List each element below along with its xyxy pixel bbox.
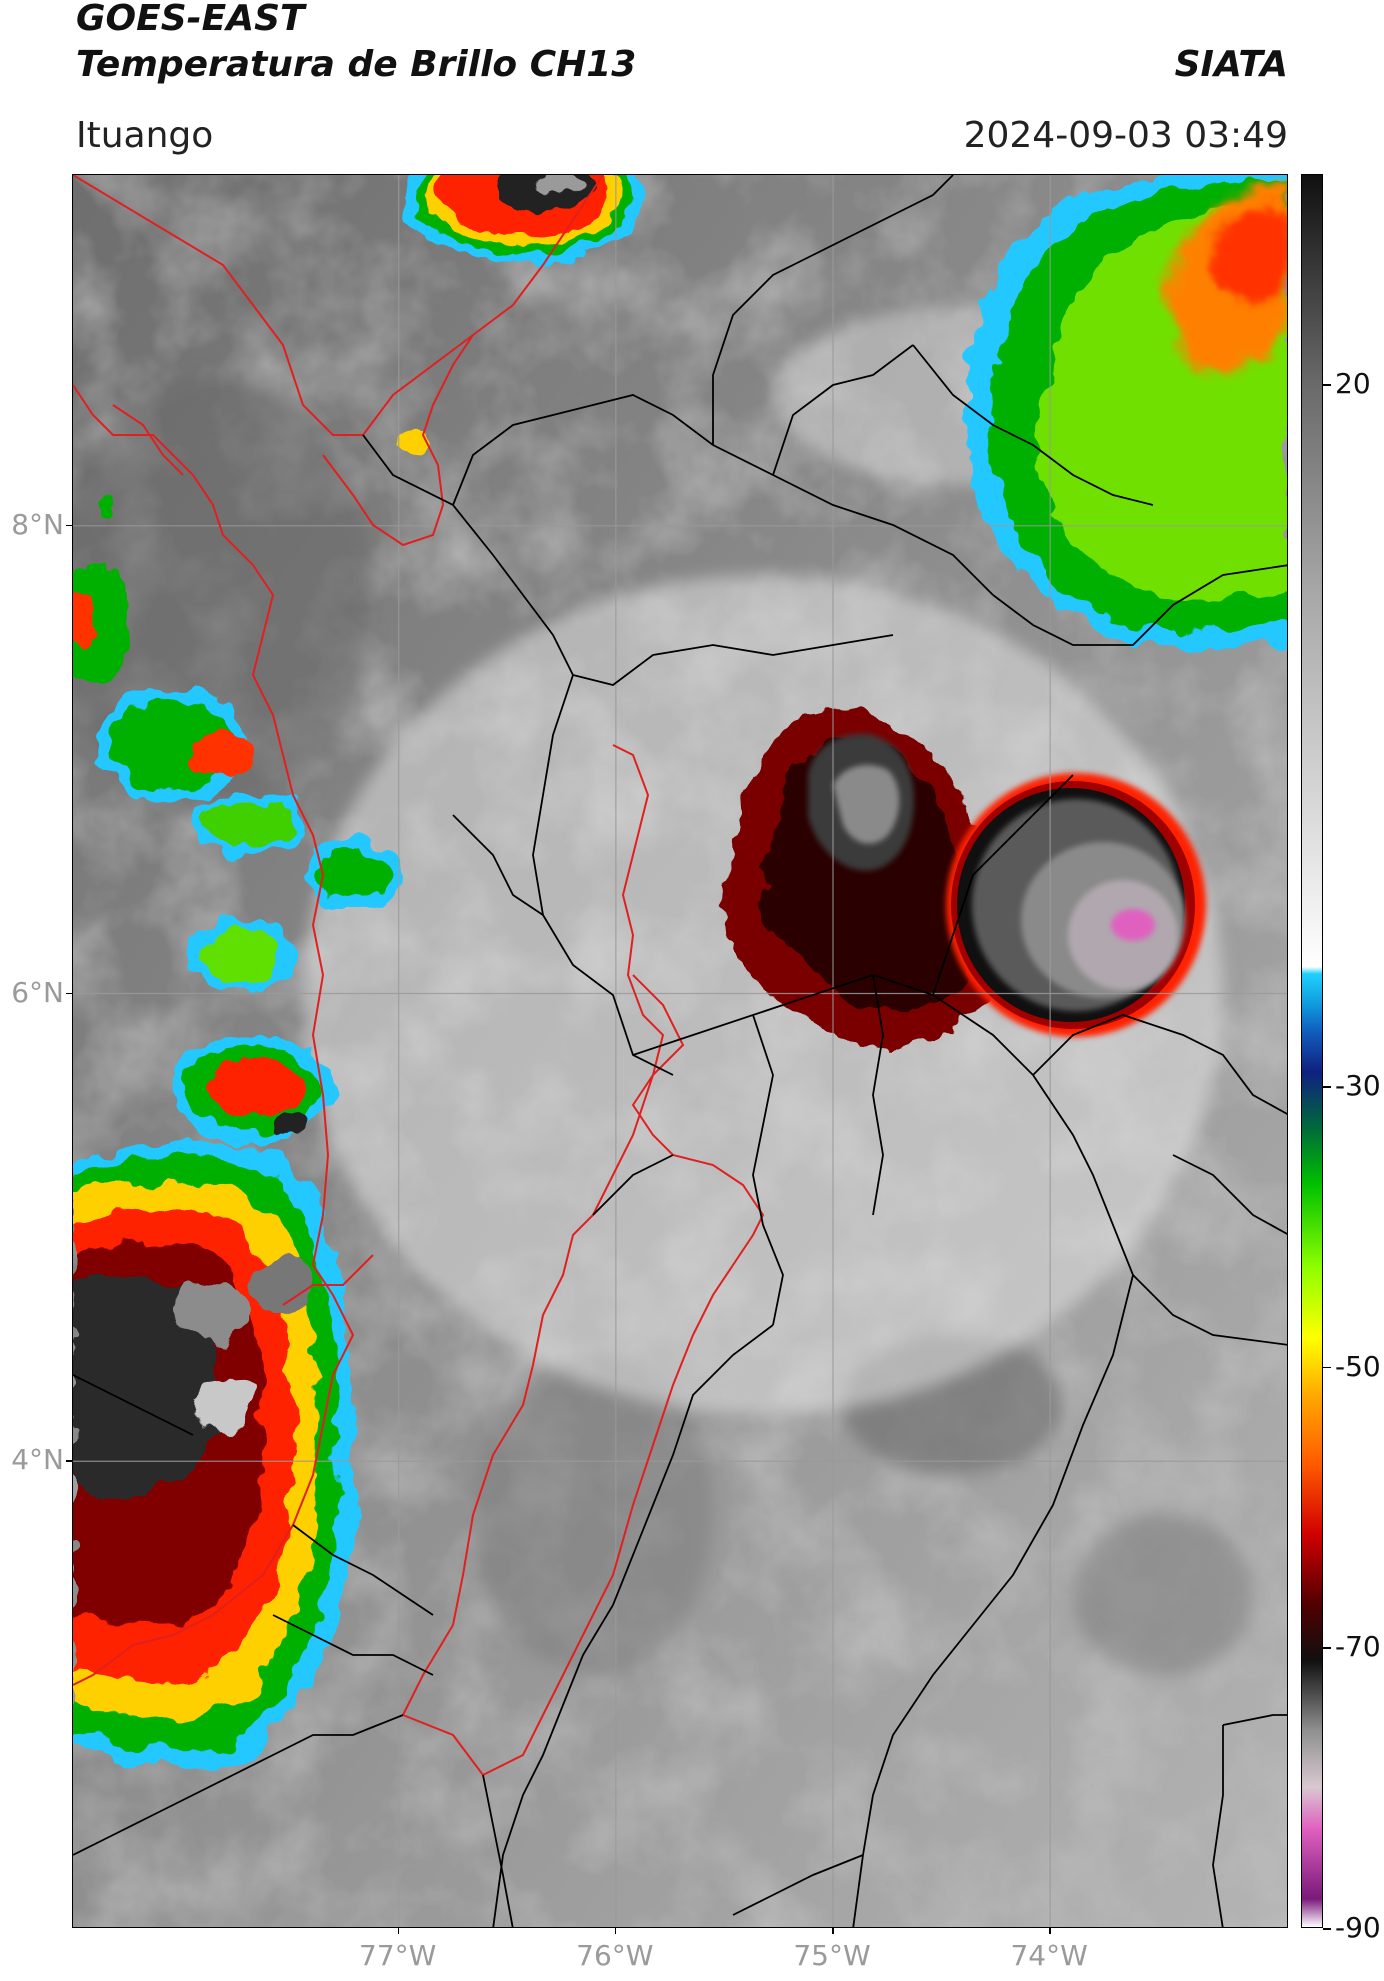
colorbar-tick-mark	[1323, 1928, 1331, 1930]
lon-tick-mark	[832, 1928, 834, 1934]
lat-tick-label: 4°N	[11, 1443, 64, 1477]
temperature-colorbar	[1301, 174, 1323, 1928]
location-label: Ituango	[76, 115, 214, 156]
storm-east-core	[946, 773, 1206, 1037]
lon-tick-label: 77°W	[359, 1939, 437, 1972]
brand-label: SIATA	[1174, 44, 1288, 85]
colorbar-tick-mark	[1323, 1647, 1331, 1649]
lon-tick-label: 76°W	[576, 1939, 654, 1972]
colorbar-tick-label: -30	[1335, 1069, 1381, 1103]
title-satellite: GOES-EAST	[76, 0, 305, 39]
lon-tick-mark	[397, 1928, 400, 1934]
colorbar-tick-mark	[1323, 1086, 1331, 1088]
colorbar-tick-label: -70	[1335, 1630, 1381, 1664]
colorbar-tick-label: -50	[1335, 1349, 1381, 1383]
lat-tick-mark	[66, 524, 72, 527]
lon-tick-label: 75°W	[793, 1939, 871, 1972]
lat-tick-mark	[66, 1460, 72, 1462]
map-canvas	[73, 175, 1287, 1927]
colorbar-tick-label: -90	[1335, 1911, 1381, 1944]
storm-north-cell	[403, 175, 643, 265]
colorbar-tick-label: 20	[1335, 367, 1371, 401]
datetime-label: 2024-09-03 03:49	[963, 115, 1288, 156]
lon-tick-mark	[614, 1928, 617, 1934]
title-product: Temperatura de Brillo CH13	[76, 44, 637, 85]
colorbar-tick-mark	[1323, 384, 1331, 386]
satellite-map[interactable]	[72, 174, 1288, 1928]
coastline	[73, 175, 765, 1777]
lon-tick-mark	[1049, 1928, 1051, 1934]
storm-northeast	[964, 175, 1287, 650]
gridlines	[73, 175, 1287, 1927]
borders	[73, 175, 1287, 1927]
storm-west-cells	[73, 430, 428, 1145]
colorbar-tick-mark	[1323, 1366, 1331, 1369]
lat-tick-label: 8°N	[11, 507, 64, 541]
storm-southwest	[73, 1141, 355, 1766]
lon-tick-label: 74°W	[1010, 1939, 1088, 1972]
lat-tick-label: 6°N	[11, 975, 64, 1009]
lat-tick-mark	[66, 992, 72, 995]
